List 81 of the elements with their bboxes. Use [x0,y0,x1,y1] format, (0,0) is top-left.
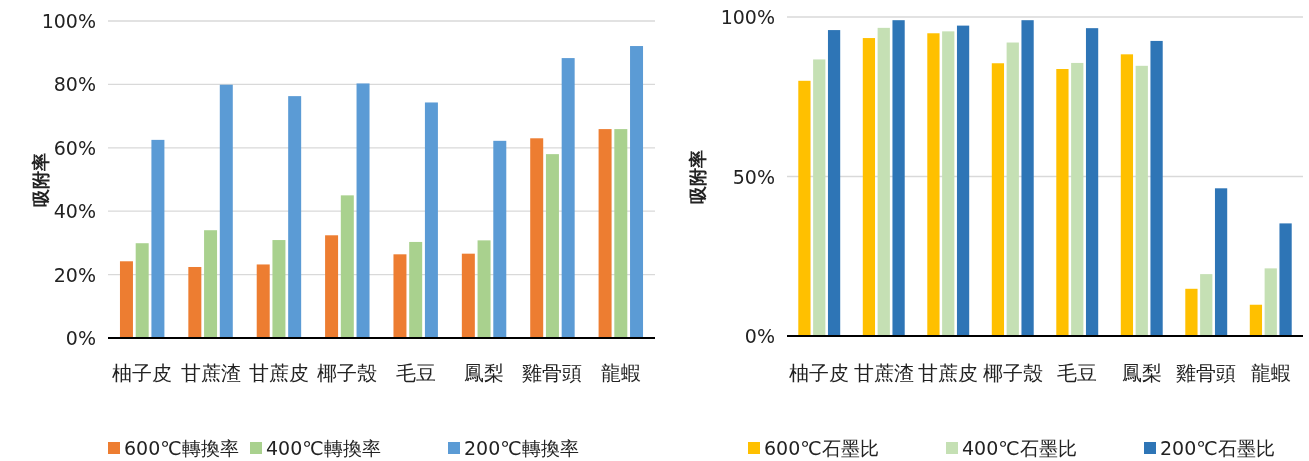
bar [877,27,890,336]
bar [630,46,644,338]
bar [1085,28,1099,336]
bar [813,59,826,336]
y-tick-label: 60% [53,136,96,159]
legend-label: 400℃石墨比 [962,437,1077,459]
x-tick-label: 毛豆 [1057,361,1098,385]
bar [409,241,423,338]
y-axis-title: 吸附率 [686,149,708,204]
x-tick-label: 鳳梨 [464,361,505,385]
bar [204,230,218,338]
legend-label: 200℃石墨比 [1160,437,1275,459]
bar [288,96,302,338]
y-tick-label: 0% [65,327,96,349]
x-tick-label: 柚子皮 [789,361,850,385]
x-tick-label: 雞骨頭 [1176,361,1237,385]
bar [892,20,905,336]
legend-label: 600℃石墨比 [764,437,879,459]
bar [598,129,612,338]
x-tick-label: 柚子皮 [112,361,173,385]
y-tick-label: 80% [53,73,96,96]
bar [1135,65,1148,336]
x-tick-label: 雞骨頭 [522,361,583,385]
bar [1120,54,1134,336]
bar [393,254,407,338]
bar [1279,223,1292,336]
bar [119,261,133,338]
bar [356,83,370,338]
bar [325,235,339,338]
bar [1056,69,1069,336]
x-tick-label: 甘蔗渣 [853,361,914,385]
bar [1200,274,1213,336]
y-tick-label: 0% [744,325,775,347]
x-tick-label: 椰子殼 [317,361,378,385]
bar [1071,62,1084,336]
bar [461,253,475,338]
legend-label: 200℃轉換率 [464,437,579,459]
bar [1006,42,1019,336]
bar [614,129,628,338]
bar [530,138,544,338]
legend-label: 400℃轉換率 [266,437,381,459]
bar [1214,188,1228,336]
x-tick-label: 龍蝦 [600,361,641,385]
bar [256,264,270,338]
y-tick-label: 100% [41,10,96,32]
bar [561,58,575,338]
x-tick-label: 龍蝦 [1250,361,1291,385]
bar [1150,40,1163,336]
bar [493,140,507,338]
bar [340,195,354,338]
bar [942,31,955,336]
bar [219,84,233,338]
bar [151,139,165,338]
y-axis-title: 吸附率 [29,152,51,207]
bar [424,102,438,338]
x-tick-label: 甘蔗皮 [918,361,979,385]
y-tick-label: 20% [53,263,96,286]
bar [827,30,841,336]
x-tick-label: 甘蔗皮 [248,361,309,385]
bar [1264,268,1277,336]
bar [272,240,286,338]
bar [1185,288,1198,336]
bar [956,25,970,336]
y-tick-label: 50% [732,165,775,188]
x-tick-label: 甘蔗渣 [180,361,241,385]
bar [188,266,202,338]
bar [135,243,149,338]
x-tick-label: 椰子殼 [982,361,1043,385]
bar [1249,304,1263,336]
bar [991,63,1005,336]
bar [545,154,559,338]
bar [477,240,491,338]
y-tick-label: 40% [53,200,96,223]
x-tick-label: 毛豆 [395,361,436,385]
y-tick-label: 100% [720,6,775,28]
bar [927,33,940,336]
bar [1021,20,1034,336]
x-tick-label: 鳳梨 [1121,361,1162,385]
bar [798,80,811,336]
bar [862,38,876,336]
legend-label: 600℃轉換率 [124,437,239,459]
